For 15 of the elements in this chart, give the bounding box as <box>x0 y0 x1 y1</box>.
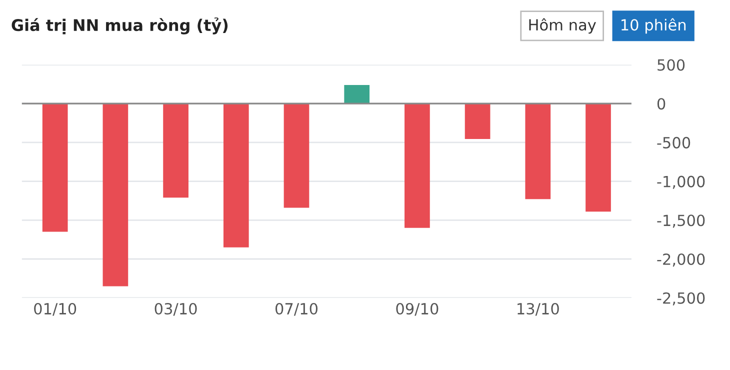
x-tick-label: 03/10 <box>154 302 197 316</box>
y-tick-label: -1,000 <box>657 176 705 189</box>
y-tick-label: -2,000 <box>657 253 705 267</box>
y-tick-label: 500 <box>658 59 685 71</box>
chart-title: Giá trị NN mua ròng (tỷ) <box>12 17 228 34</box>
x-tick-label: 07/10 <box>275 302 318 316</box>
x-tick-label: 01/10 <box>34 302 76 316</box>
y-tick-label: -500 <box>657 136 690 148</box>
x-tick-label: 13/10 <box>518 302 559 316</box>
y-tick-label: 0 <box>657 98 666 110</box>
text: 10 phiên <box>622 18 686 34</box>
text: Hôm nay <box>529 18 596 34</box>
y-tick-label: -1,500 <box>657 214 705 228</box>
y-tick-label: -2,500 <box>657 292 705 306</box>
x-tick-label: 09/10 <box>396 302 438 316</box>
